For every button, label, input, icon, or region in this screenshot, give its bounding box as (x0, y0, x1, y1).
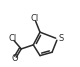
Text: O: O (12, 54, 19, 63)
Text: Cl: Cl (8, 34, 17, 43)
Text: S: S (59, 34, 64, 43)
Text: Cl: Cl (30, 14, 39, 23)
